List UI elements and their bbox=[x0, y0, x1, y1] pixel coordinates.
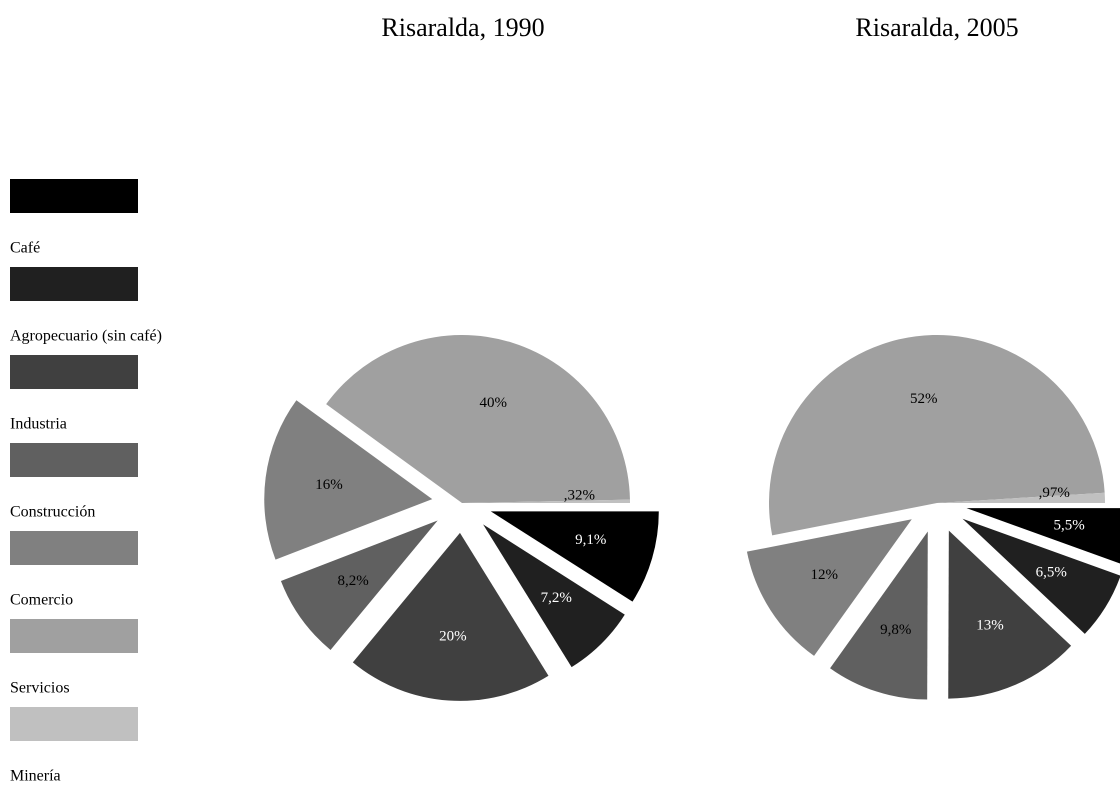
data-label: ,32% bbox=[564, 487, 595, 503]
legend-swatch bbox=[10, 443, 138, 477]
legend-swatch bbox=[10, 267, 138, 301]
legend-swatch bbox=[10, 707, 138, 741]
data-label: 7,2% bbox=[541, 590, 572, 606]
data-label: 52% bbox=[910, 391, 938, 407]
pie-slice: Construcción bbox=[280, 520, 438, 650]
legend-swatch bbox=[10, 179, 138, 213]
pie-slice: Minería bbox=[937, 492, 1105, 503]
pie-slice: Servicios bbox=[326, 335, 630, 503]
legend-swatch bbox=[10, 531, 138, 565]
pie-slice: Construcción bbox=[830, 531, 928, 700]
data-label: 20% bbox=[439, 628, 467, 644]
pie-slice: Comercio bbox=[264, 400, 433, 560]
legend-label: Café bbox=[10, 240, 40, 257]
pie-slice: Industria bbox=[352, 532, 549, 701]
pie-slice: Industria bbox=[948, 530, 1072, 699]
legend-swatch bbox=[10, 619, 138, 653]
data-label: ,97% bbox=[1039, 485, 1070, 501]
legend-label: Agropecuario (sin café) bbox=[10, 328, 162, 345]
pie-slice: Agropecuario (sin café) bbox=[483, 524, 625, 668]
data-label: 16% bbox=[315, 477, 343, 493]
data-label: 13% bbox=[976, 618, 1004, 634]
chart-title: Risaralda, 1990 bbox=[381, 13, 544, 42]
data-label: 6,5% bbox=[1036, 565, 1067, 581]
data-label: 9,8% bbox=[880, 622, 911, 638]
data-label: 8,2% bbox=[337, 573, 368, 589]
legend-label: Minería bbox=[10, 768, 61, 785]
pie-slice: Comercio bbox=[746, 519, 912, 656]
pie-slice: Café bbox=[490, 511, 659, 602]
legend-label: Industria bbox=[10, 416, 67, 433]
pie-slice: Servicios bbox=[768, 334, 1105, 536]
pie-slice: Minería bbox=[462, 499, 630, 503]
legend-swatch bbox=[10, 355, 138, 389]
data-label: 12% bbox=[810, 567, 838, 583]
data-label: 9,1% bbox=[575, 532, 606, 548]
data-label: 5,5% bbox=[1054, 518, 1085, 534]
data-label: 40% bbox=[479, 395, 507, 411]
legend-label: Construcción bbox=[10, 504, 95, 521]
pie-slice: Agropecuario (sin café) bbox=[962, 518, 1120, 634]
chart-title: Risaralda, 2005 bbox=[855, 13, 1018, 42]
legend-label: Comercio bbox=[10, 592, 73, 609]
pie-slice: Café bbox=[966, 508, 1120, 564]
legend-label: Servicios bbox=[10, 680, 70, 697]
